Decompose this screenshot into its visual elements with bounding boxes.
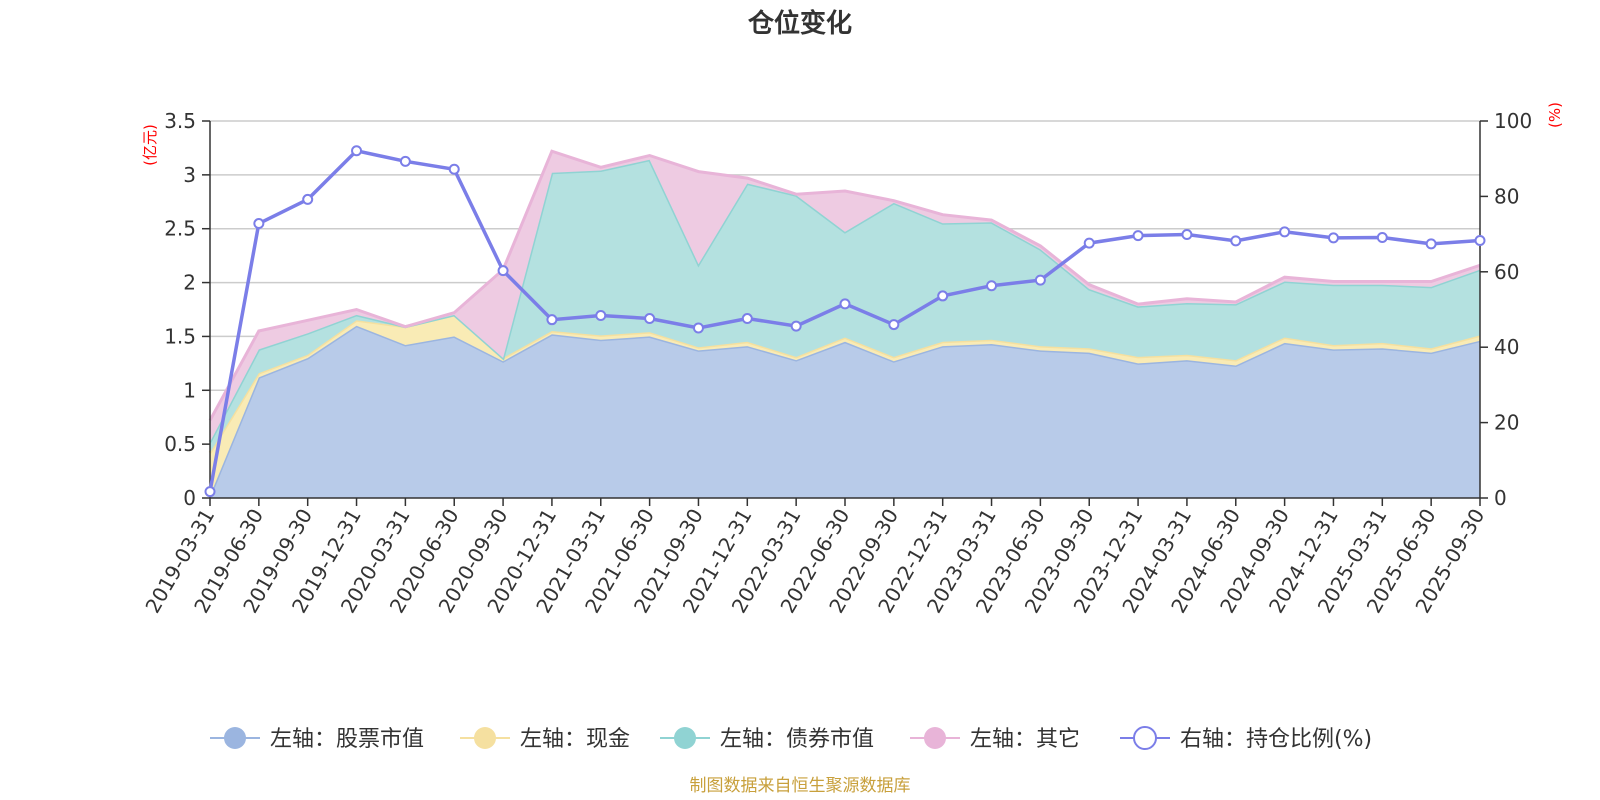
position-ratio-point[interactable]: [1327, 232, 1339, 244]
left-tick-label: 3.5: [164, 109, 196, 133]
legend-item[interactable]: 右轴：持仓比例(%): [1120, 726, 1372, 752]
position-ratio-point[interactable]: [937, 290, 949, 302]
position-ratio-point[interactable]: [546, 314, 558, 326]
legend-circle-marker: [674, 727, 696, 749]
position-ratio-point[interactable]: [253, 218, 265, 230]
legend-label: 左轴：债券市值: [720, 727, 874, 752]
legend-circle-marker: [474, 727, 496, 749]
position-ratio-point[interactable]: [692, 322, 704, 334]
legend-item[interactable]: 左轴：现金: [460, 727, 630, 752]
right-tick-label: 80: [1494, 184, 1519, 208]
legend-item[interactable]: 左轴：债券市值: [660, 727, 874, 752]
position-ratio-point[interactable]: [1279, 226, 1291, 238]
right-tick-label: 60: [1494, 260, 1519, 284]
left-tick-label: 2.5: [164, 217, 196, 241]
position-ratio-point[interactable]: [741, 313, 753, 325]
legend-label: 左轴：其它: [970, 727, 1080, 752]
position-ratio-point[interactable]: [351, 145, 363, 157]
left-tick-label: 2: [183, 271, 196, 295]
legend-item[interactable]: 左轴：股票市值: [210, 727, 424, 752]
area-series-3: [210, 151, 1480, 442]
left-tick-label: 0.5: [164, 432, 196, 456]
legend-circle-marker: [924, 727, 946, 749]
right-tick-label: 40: [1494, 335, 1519, 359]
left-tick-label: 1: [183, 378, 196, 402]
position-ratio-point[interactable]: [448, 163, 460, 175]
left-axis-unit: (亿元): [141, 124, 159, 166]
position-ratio-point[interactable]: [399, 155, 411, 167]
position-ratio-point[interactable]: [1376, 231, 1388, 243]
position-ratio-point[interactable]: [204, 486, 216, 498]
legend-label: 左轴：股票市值: [270, 727, 424, 752]
area-series-edge-3: [208, 149, 1481, 422]
position-ratio-point[interactable]: [497, 265, 509, 277]
left-tick-label: 0: [183, 486, 196, 510]
position-ratio-line: [204, 145, 1486, 498]
position-ratio-point[interactable]: [1034, 274, 1046, 286]
right-tick-label: 100: [1494, 109, 1532, 133]
position-ratio-point[interactable]: [839, 298, 851, 310]
position-ratio-point[interactable]: [302, 193, 314, 205]
right-axis-unit: (%): [1546, 102, 1564, 128]
legend-label: 左轴：现金: [520, 727, 630, 752]
position-ratio-point[interactable]: [986, 280, 998, 292]
position-ratio-point[interactable]: [644, 313, 656, 325]
position-ratio-point[interactable]: [888, 319, 900, 331]
right-tick-label: 20: [1494, 411, 1519, 435]
position-ratio-point[interactable]: [1132, 230, 1144, 242]
legend: 左轴：股票市值 左轴：现金 左轴：债券市值 左轴：其它 右轴：持仓比例(%): [210, 726, 1372, 752]
legend-label: 右轴：持仓比例(%): [1180, 727, 1372, 752]
left-tick-label: 3: [183, 163, 196, 187]
position-ratio-point[interactable]: [1474, 235, 1486, 247]
position-ratio-point[interactable]: [1083, 237, 1095, 249]
legend-item[interactable]: 左轴：其它: [910, 727, 1080, 752]
data-source-note: 制图数据来自恒生聚源数据库: [690, 776, 911, 796]
position-ratio-point[interactable]: [595, 310, 607, 322]
position-ratio-point[interactable]: [1230, 235, 1242, 247]
area-series-0: [210, 325, 1480, 498]
legend-circle-marker: [1133, 726, 1157, 750]
position-ratio-point[interactable]: [1425, 238, 1437, 250]
stacked-areas: [208, 149, 1481, 498]
chart-title: 仓位变化: [747, 8, 852, 39]
legend-circle-marker: [224, 727, 246, 749]
right-tick-label: 0: [1494, 486, 1507, 510]
area-series-1: [210, 314, 1480, 496]
position-ratio-point[interactable]: [1181, 228, 1193, 240]
position-ratio-point[interactable]: [790, 320, 802, 332]
left-tick-label: 1.5: [164, 324, 196, 348]
